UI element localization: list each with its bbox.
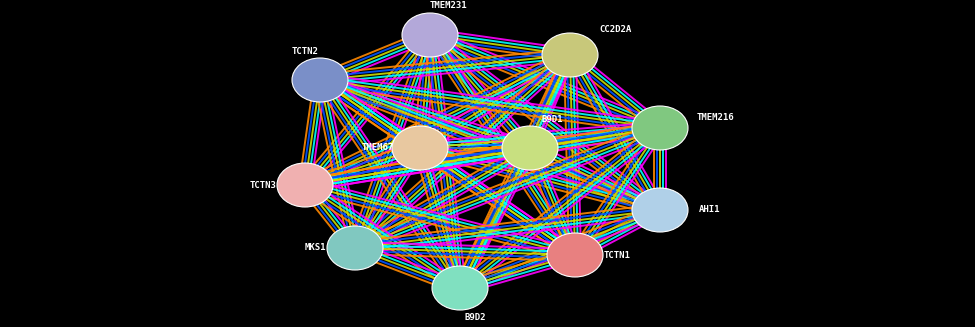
Text: B9D1: B9D1 bbox=[541, 115, 563, 125]
Ellipse shape bbox=[547, 233, 603, 277]
Text: TCTN2: TCTN2 bbox=[292, 47, 319, 57]
Text: CC2D2A: CC2D2A bbox=[599, 26, 631, 35]
Text: TMEM231: TMEM231 bbox=[429, 1, 467, 9]
Text: AHI1: AHI1 bbox=[699, 205, 721, 215]
Text: TMEM216: TMEM216 bbox=[696, 113, 734, 123]
Text: B9D2: B9D2 bbox=[464, 314, 486, 322]
Text: TCTN3: TCTN3 bbox=[250, 181, 277, 190]
Text: TMEM67: TMEM67 bbox=[362, 144, 394, 152]
Text: TCTN1: TCTN1 bbox=[604, 250, 631, 260]
Ellipse shape bbox=[327, 226, 383, 270]
Ellipse shape bbox=[502, 126, 558, 170]
Ellipse shape bbox=[632, 106, 688, 150]
Ellipse shape bbox=[542, 33, 598, 77]
Ellipse shape bbox=[292, 58, 348, 102]
Ellipse shape bbox=[632, 188, 688, 232]
Ellipse shape bbox=[277, 163, 333, 207]
Ellipse shape bbox=[402, 13, 458, 57]
Text: MKS1: MKS1 bbox=[304, 244, 326, 252]
Ellipse shape bbox=[392, 126, 448, 170]
Ellipse shape bbox=[432, 266, 488, 310]
